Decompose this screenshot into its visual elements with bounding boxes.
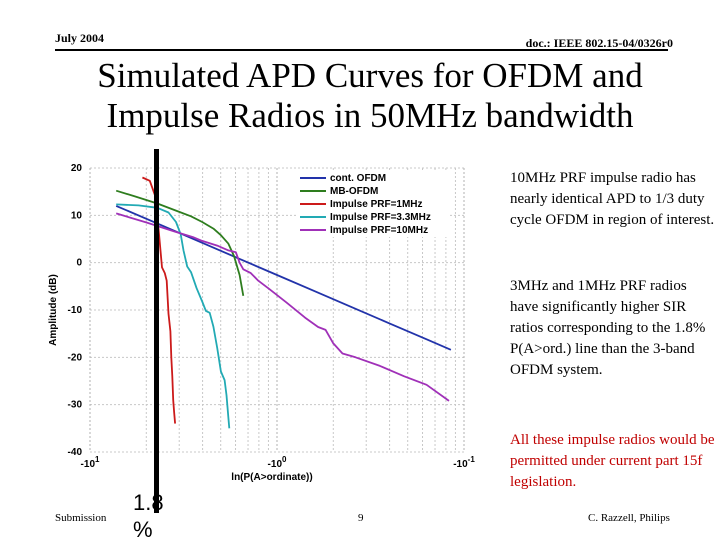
threshold-marker-value: 1.8 [133, 490, 164, 515]
x-axis-label: ln(P(A>ordinate)) [231, 472, 312, 483]
threshold-marker-label: 1.8 % [133, 489, 164, 543]
series-line-5 [115, 212, 450, 402]
footer-submission: Submission [55, 512, 107, 524]
x-tick-label: -10-1 [453, 455, 475, 470]
legend-entry: Impulse PRF=10MHz [330, 225, 428, 236]
slide-title-line2: Impulse Radios in 50MHz bandwidth [106, 96, 634, 135]
legend-entry: MB-OFDM [330, 186, 378, 197]
threshold-marker-unit: % [133, 517, 153, 542]
y-tick-label: -30 [68, 400, 83, 411]
footer-author: C. Razzell, Philips [588, 512, 670, 524]
y-tick-label: 10 [71, 210, 83, 221]
header-doc-id: doc.: IEEE 802.15-04/0326r0 [525, 36, 673, 50]
legend-entry: Impulse PRF=3.3MHz [330, 212, 431, 223]
legend-entry: Impulse PRF=1MHz [330, 199, 423, 210]
header-rule [55, 49, 668, 51]
note-legislation: All these impulse radios would be permit… [510, 432, 715, 490]
note-prf3-prf1: 3MHz and 1MHz PRF radios have significan… [510, 278, 706, 378]
slide-title: Simulated APD Curves for OFDM and Impuls… [20, 56, 720, 136]
legend-entry: cont. OFDM [330, 173, 386, 184]
y-tick-label: -40 [68, 447, 83, 458]
y-tick-label: 0 [76, 258, 82, 269]
threshold-marker-line [154, 149, 159, 513]
y-tick-label: -10 [68, 305, 83, 316]
x-tick-label: -101 [81, 455, 100, 470]
y-tick-label: 20 [71, 163, 83, 174]
series-line-4 [116, 203, 231, 429]
x-tick-label: -100 [268, 455, 287, 470]
footer-page-number: 9 [358, 512, 364, 524]
note-prf10: 10MHz PRF impulse radio has nearly ident… [510, 170, 715, 228]
header-date: July 2004 [55, 31, 105, 45]
slide-title-line1: Simulated APD Curves for OFDM and [97, 56, 643, 95]
y-axis-label: Amplitude (dB) [48, 274, 59, 346]
series-line-2 [115, 189, 245, 296]
y-tick-label: -20 [68, 352, 83, 363]
